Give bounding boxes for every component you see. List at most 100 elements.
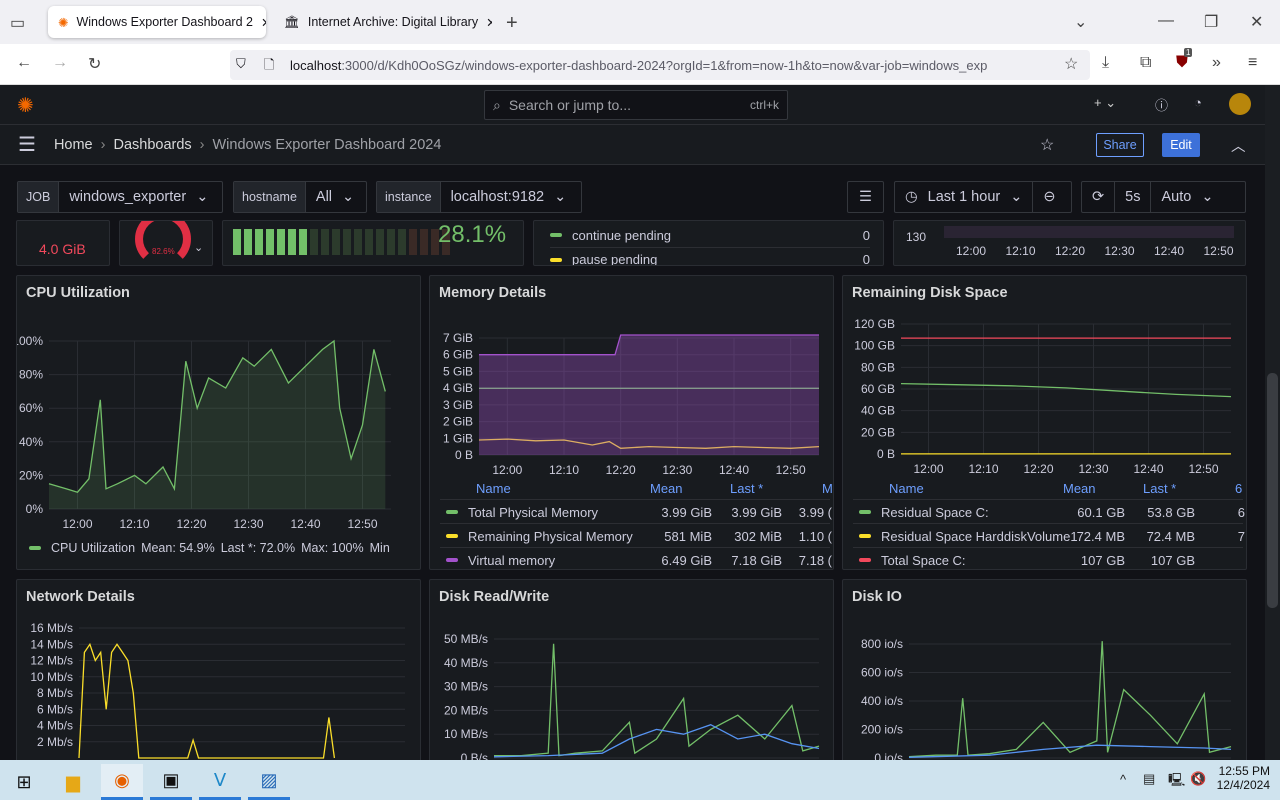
start-icon[interactable]: ⊞ <box>16 771 32 792</box>
restore-icon[interactable]: ❐ <box>1204 14 1219 31</box>
legend-row[interactable]: Residual Space HarddiskVolume1 72.4 MB 72.… <box>853 523 1245 547</box>
panel-title[interactable]: Disk Read/Write <box>439 589 550 605</box>
tab-internet-archive[interactable]: 🏛 Internet Archive: Digital Library ✕ <box>274 6 492 38</box>
column-header[interactable]: 6 <box>1235 480 1243 496</box>
extensions-icon[interactable]: ⧉ <box>1140 54 1152 71</box>
app-icon[interactable]: ▨ <box>248 764 290 800</box>
view-panel-menu-button[interactable]: ☰ <box>847 181 884 213</box>
chevron-down-icon[interactable]: ⌄ <box>194 242 204 254</box>
file-explorer-icon[interactable]: ▆ <box>66 771 80 792</box>
help-icon[interactable]: ⓘ <box>1155 98 1169 113</box>
variable-instance[interactable]: instance localhost:9182 ⌄ <box>376 181 582 213</box>
tab-grafana[interactable]: ✺ Windows Exporter Dashboard 2 ✕ <box>48 6 266 38</box>
column-header[interactable]: Name <box>476 480 511 496</box>
panel-title[interactable]: Network Details <box>26 589 135 605</box>
volume-muted-icon[interactable]: 🔇 <box>1190 771 1207 786</box>
x-tick: 12:50 <box>1188 462 1218 476</box>
legend-row[interactable]: Total Space C: 107 GB 107 GB <box>853 547 1243 569</box>
close-window-icon[interactable]: ✕ <box>1250 14 1264 31</box>
more-tools-icon[interactable]: » <box>1212 54 1221 71</box>
show-hidden-icons[interactable]: ^ <box>1120 772 1127 787</box>
services-panel: continue pending 0 pause pending 0 <box>533 220 884 266</box>
menu-toggle-icon[interactable]: ☰ <box>18 134 36 156</box>
y-tick: 20% <box>19 468 43 482</box>
legend-row[interactable]: Residual Space C: 60.1 GB 53.8 GB 6 <box>853 499 1245 523</box>
grafana-logo-icon[interactable]: ✺ <box>17 95 34 117</box>
back-icon[interactable]: ← <box>16 54 32 71</box>
forward-icon[interactable]: → <box>52 54 68 71</box>
clock[interactable]: 12:55 PM 12/4/2024 <box>1214 764 1270 792</box>
panel-title[interactable]: Remaining Disk Space <box>852 285 1008 301</box>
edit-button[interactable]: Edit <box>1162 133 1200 157</box>
bar-cell <box>277 229 285 255</box>
page-scrollbar[interactable] <box>1265 85 1280 760</box>
x-tick: 12:20 <box>606 463 636 477</box>
column-header[interactable]: Last * <box>1143 480 1177 496</box>
y-tick: 16 Mb/s <box>30 621 73 635</box>
y-tick: 600 io/s <box>861 666 903 680</box>
column-header[interactable]: Last * <box>730 480 764 496</box>
zoom-out-icon[interactable]: ⊖ <box>1032 182 1065 212</box>
firefox-icon[interactable]: ◉ <box>101 764 143 800</box>
downloads-icon[interactable]: ⤓ <box>1102 54 1110 71</box>
memory-details-panel: Memory Details 0 B 1 GiB 2 GiB 3 GiB 4 GiB 5 … <box>429 275 834 570</box>
new-tab-icon[interactable]: + <box>506 12 518 34</box>
series-line <box>900 382 1232 398</box>
legend-name[interactable]: CPU Utilization <box>51 541 136 555</box>
share-button[interactable]: Share <box>1096 133 1144 157</box>
series-max: 6 <box>1237 505 1245 520</box>
legend-row[interactable]: Remaining Physical Memory 581 MiB 302 MiB 1… <box>440 523 832 547</box>
panel-title[interactable]: CPU Utilization <box>26 285 130 301</box>
refresh-picker[interactable]: ⟳ 5s Auto ⌄ <box>1081 181 1246 213</box>
variable-hostname[interactable]: hostname All ⌄ <box>233 181 367 213</box>
gauge-arc <box>135 221 191 265</box>
auto-refresh-dropdown[interactable]: Auto ⌄ <box>1150 182 1223 212</box>
terminal-icon[interactable]: ▣ <box>150 764 192 800</box>
vscode-icon[interactable]: Ⅴ <box>199 764 241 800</box>
collapse-chevron-icon[interactable]: ︿ <box>1231 139 1246 155</box>
breadcrumb-home[interactable]: Home <box>53 136 93 153</box>
column-header[interactable]: Mean <box>650 480 683 496</box>
column-header[interactable]: M <box>822 480 833 496</box>
y-tick: 80 GB <box>861 360 895 374</box>
legend-row[interactable]: Virtual memory 6.49 GiB 7.18 GiB 7.18 ( <box>440 547 832 569</box>
tray-app-icon[interactable]: ▤ <box>1143 771 1156 786</box>
minimize-icon[interactable]: — <box>1158 12 1174 29</box>
add-new-icon[interactable]: + ⌄ <box>1094 95 1117 110</box>
reload-icon[interactable]: ↻ <box>88 56 102 73</box>
bar-cell <box>299 229 307 255</box>
app-menu-icon[interactable]: ≡ <box>1248 54 1258 71</box>
scrollbar-thumb[interactable] <box>1267 373 1278 608</box>
panel-title[interactable]: Memory Details <box>439 285 547 301</box>
favorite-star-icon[interactable]: ☆ <box>1040 137 1055 154</box>
url-bar[interactable]: ⛉ 🗋 localhost:3000/d/Kdh0OoSGz/windows-e… <box>230 50 1090 80</box>
user-avatar[interactable] <box>1229 93 1251 115</box>
search-input[interactable]: ⌕ Search or jump to... ctrl+k <box>484 90 788 120</box>
close-tab-icon[interactable]: ✕ <box>486 15 492 30</box>
shield-icon[interactable]: ⛉ <box>236 56 246 71</box>
x-tick: 12:50 <box>776 463 806 477</box>
news-rss-icon[interactable]: ◔ <box>1194 95 1202 110</box>
ublock-icon[interactable]: ⛊ 1 <box>1176 48 1193 71</box>
y-tick: 4 Mb/s <box>37 719 73 733</box>
variable-job[interactable]: JOB windows_exporter ⌄ <box>17 181 223 213</box>
refresh-interval[interactable]: 5s <box>1125 189 1141 205</box>
time-range-label: Last 1 hour <box>927 189 1001 205</box>
network-icon[interactable]: 🖳 <box>1168 772 1186 787</box>
list-tabs-icon[interactable]: ⌄ <box>1074 14 1088 31</box>
panel-title[interactable]: Disk IO <box>852 589 902 605</box>
bookmark-star-icon[interactable]: ☆ <box>1064 56 1079 73</box>
tab-overview-icon[interactable]: ▭ <box>10 15 26 32</box>
close-tab-icon[interactable]: ✕ <box>261 15 266 30</box>
breadcrumb-dashboards[interactable]: Dashboards <box>113 136 192 153</box>
column-header[interactable]: Mean <box>1063 480 1096 496</box>
y-tick: 2 Mb/s <box>37 735 73 749</box>
legend-header: Name Mean Last * M <box>430 476 833 500</box>
time-picker[interactable]: ◷ Last 1 hour ⌄ ⊖ <box>894 181 1072 213</box>
series-mean: 581 MiB <box>664 529 712 544</box>
refresh-icon[interactable]: ⟳ <box>1082 182 1116 212</box>
y-tick: 200 io/s <box>861 723 903 737</box>
legend-row[interactable]: Total Physical Memory 3.99 GiB 3.99 GiB 3.9… <box>440 499 832 523</box>
column-header[interactable]: Name <box>889 480 924 496</box>
y-tick: 50 MB/s <box>444 632 488 646</box>
